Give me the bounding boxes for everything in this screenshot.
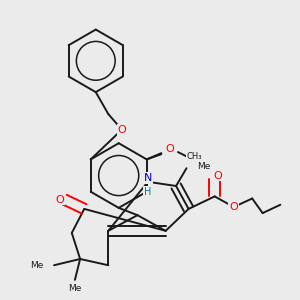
Text: CH₃: CH₃	[186, 152, 202, 161]
Text: Me: Me	[30, 261, 44, 270]
Text: Me: Me	[68, 284, 82, 293]
Text: O: O	[213, 171, 222, 181]
Text: Me: Me	[197, 162, 210, 171]
Text: H: H	[144, 187, 152, 197]
Text: O: O	[165, 146, 174, 156]
Text: O: O	[165, 144, 174, 154]
Text: O: O	[229, 202, 238, 212]
Text: O: O	[118, 125, 126, 135]
Text: O: O	[55, 194, 64, 205]
Text: N: N	[144, 172, 152, 183]
